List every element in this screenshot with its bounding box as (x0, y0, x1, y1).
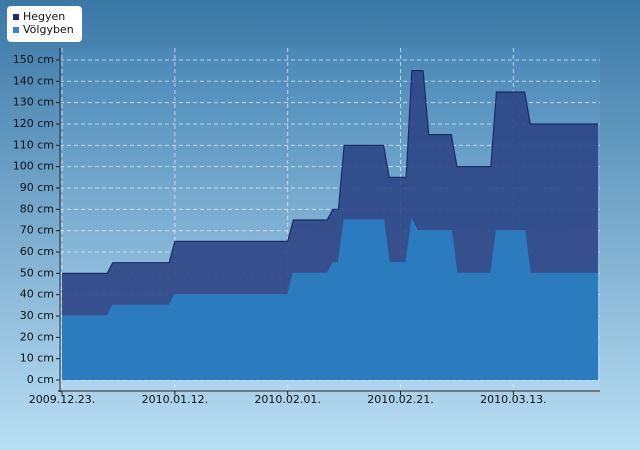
y-tick-label: 110 cm (13, 138, 54, 151)
x-tick-label: 2010.02.01. (254, 393, 320, 406)
legend-label: Hegyen (23, 10, 65, 23)
y-tick-label: 150 cm (13, 53, 54, 66)
y-tick-label: 30 cm (20, 309, 54, 322)
y-tick-label: 50 cm (20, 266, 54, 279)
y-tick-label: 0 cm (27, 373, 54, 386)
y-tick-label: 100 cm (13, 160, 54, 173)
x-tick-label: 2010.03.13. (480, 393, 546, 406)
area (62, 220, 598, 381)
x-tick-label: 2010.02.21. (367, 393, 433, 406)
area-line (62, 218, 598, 317)
y-tick-label: 60 cm (20, 245, 54, 258)
x-tick-label: 2009.12.23. (29, 393, 95, 406)
y-tick-label: 10 cm (20, 352, 54, 365)
y-tick-label: 70 cm (20, 224, 54, 237)
y-tick-label: 90 cm (20, 181, 54, 194)
legend-swatch (13, 27, 19, 33)
legend-label: Völgyben (23, 23, 74, 36)
y-tick-label: 140 cm (13, 74, 54, 87)
x-tick-label: 2010.01.12. (142, 393, 208, 406)
y-tick-label: 130 cm (13, 96, 54, 109)
y-tick-label: 20 cm (20, 330, 54, 343)
y-tick-label: 120 cm (13, 117, 54, 130)
y-tick-label: 40 cm (20, 288, 54, 301)
legend-swatch (13, 14, 19, 20)
legend-box (7, 6, 82, 42)
y-tick-label: 80 cm (20, 202, 54, 215)
area-line (62, 70, 598, 274)
